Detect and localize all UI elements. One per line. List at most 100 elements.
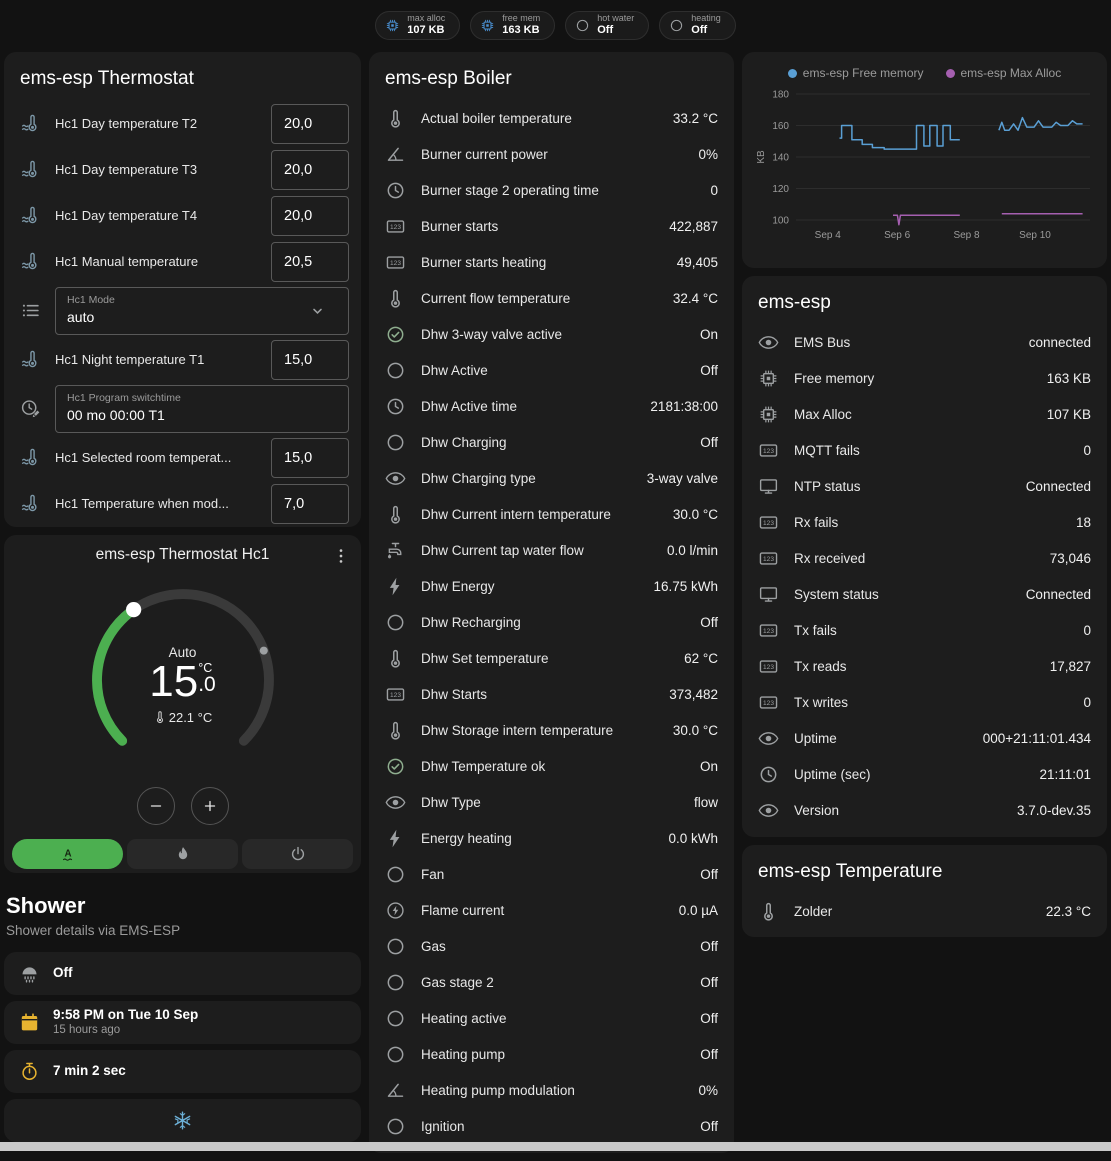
entity-row-gas-stage-2[interactable]: Gas stage 2 Off [369, 965, 734, 1001]
entity-row-dhw-charging-type[interactable]: Dhw Charging type 3-way valve [369, 461, 734, 497]
entity-row-energy-heating[interactable]: Energy heating 0.0 kWh [369, 821, 734, 857]
entity-row-dhw-charging[interactable]: Dhw Charging Off [369, 425, 734, 461]
chip-text: heating Off [691, 13, 721, 36]
entity-row-dhw-set-temperature[interactable]: Dhw Set temperature 62 °C [369, 641, 734, 677]
number-input[interactable]: 20,5 [271, 241, 349, 282]
entity-value: 0 [710, 183, 718, 199]
header-chip-hot-water[interactable]: hot water Off [565, 10, 650, 40]
number-input[interactable]: 7,0 [271, 483, 349, 524]
entity-row-gas[interactable]: Gas Off [369, 929, 734, 965]
entity-value: Off [700, 939, 718, 955]
shower-card[interactable]: 7 min 2 sec [4, 1049, 361, 1093]
entity-row-ignition[interactable]: Ignition Off [369, 1109, 734, 1145]
shower-card-secondary: 15 hours ago [53, 1024, 121, 1037]
entity-row-tx-writes[interactable]: Tx writes 0 [742, 685, 1107, 721]
entity-row-flame-current[interactable]: Flame current 0.0 µA [369, 893, 734, 929]
entity-row-actual-boiler-temperature[interactable]: Actual boiler temperature 33.2 °C [369, 101, 734, 137]
entity-row-uptime[interactable]: Uptime 000+21:11:01.434 [742, 721, 1107, 757]
entity-row-burner-current-power[interactable]: Burner current power 0% [369, 137, 734, 173]
entity-row-dhw-current-tap-water-flow[interactable]: Dhw Current tap water flow 0.0 l/min [369, 533, 734, 569]
legend-item-ems-esp-free-memory[interactable]: ems-esp Free memory [787, 66, 924, 80]
hvac-mode-power-button[interactable] [242, 838, 353, 869]
entity-value: 107 KB [1046, 407, 1091, 423]
shower-card[interactable]: 9:58 PM on Tue 10 Sep 15 hours ago [4, 1000, 361, 1044]
entity-label: Dhw Active [421, 363, 488, 379]
middle-column: ems-esp Boiler Actual boiler temperature… [369, 52, 734, 1161]
shower-card[interactable]: Off [4, 951, 361, 995]
entity-label: Fan [421, 867, 445, 883]
memory-chart-card[interactable]: ems-esp Free memory ems-esp Max Alloc 10… [742, 52, 1107, 268]
entity-row-burner-stage-2-operating-time[interactable]: Burner stage 2 operating time 0 [369, 173, 734, 209]
entity-row-current-flow-temperature[interactable]: Current flow temperature 32.4 °C [369, 281, 734, 317]
entity-row-max-alloc[interactable]: Max Alloc 107 KB [742, 397, 1107, 433]
entity-row-hc1-mode: Hc1 Mode auto [4, 285, 361, 337]
counter-icon [758, 656, 779, 677]
number-input[interactable]: 20,0 [271, 103, 349, 144]
counter-icon [758, 548, 779, 569]
entity-row-heating-pump[interactable]: Heating pump Off [369, 1037, 734, 1073]
entity-row-uptime-sec[interactable]: Uptime (sec) 21:11:01 [742, 757, 1107, 793]
chip-text: max alloc 107 KB [407, 13, 445, 36]
entity-row-free-memory[interactable]: Free memory 163 KB [742, 361, 1107, 397]
entity-row-mqtt-fails[interactable]: MQTT fails 0 [742, 433, 1107, 469]
entity-row-tx-fails[interactable]: Tx fails 0 [742, 613, 1107, 649]
entity-row-zolder[interactable]: Zolder 22.3 °C [742, 893, 1107, 929]
card-menu-button[interactable] [329, 543, 355, 569]
text-input[interactable]: Hc1 Program switchtime 00 mo 00:00 T1 [55, 384, 349, 433]
entity-row-dhw-temperature-ok[interactable]: Dhw Temperature ok On [369, 749, 734, 785]
entity-row-dhw-starts[interactable]: Dhw Starts 373,482 [369, 677, 734, 713]
number-input[interactable]: 20,0 [271, 195, 349, 236]
entity-value: 0.0 µA [678, 903, 718, 919]
entity-value: 3-way valve [646, 471, 718, 487]
horizontal-scrollbar[interactable] [0, 1142, 1111, 1151]
chip-label: hot water [597, 13, 635, 23]
clock-icon [385, 396, 406, 417]
header-chip-heating[interactable]: heating Off [659, 10, 736, 40]
entity-row-heating-pump-modulation[interactable]: Heating pump modulation 0% [369, 1073, 734, 1109]
entity-row-dhw-current-intern-temperature[interactable]: Dhw Current intern temperature 30.0 °C [369, 497, 734, 533]
entity-label: Heating active [421, 1011, 507, 1027]
entity-row-rx-received[interactable]: Rx received 73,046 [742, 541, 1107, 577]
header-chip-max-alloc[interactable]: max alloc 107 KB [375, 10, 461, 40]
entity-label: Version [794, 803, 840, 819]
number-input[interactable]: 20,0 [271, 149, 349, 190]
entity-row-dhw-active-time[interactable]: Dhw Active time 2181:38:00 [369, 389, 734, 425]
entity-row-system-status[interactable]: System status Connected [742, 577, 1107, 613]
entity-row-dhw-recharging[interactable]: Dhw Recharging Off [369, 605, 734, 641]
mode-select[interactable]: Hc1 Mode auto [55, 286, 349, 335]
entity-row-fan[interactable]: Fan Off [369, 857, 734, 893]
entity-row-dhw-storage-intern-temperature[interactable]: Dhw Storage intern temperature 30.0 °C [369, 713, 734, 749]
hvac-mode-flame-button[interactable] [127, 838, 238, 869]
entity-row-rx-fails[interactable]: Rx fails 18 [742, 505, 1107, 541]
temperature-decrease-button[interactable] [136, 786, 175, 825]
entity-value: 0 [1083, 623, 1091, 639]
entity-row-ems-bus[interactable]: EMS Bus connected [742, 325, 1107, 361]
entity-label: Tx writes [794, 695, 848, 711]
number-input[interactable]: 15,0 [271, 437, 349, 478]
entity-row-dhw-active[interactable]: Dhw Active Off [369, 353, 734, 389]
entity-row-dhw-energy[interactable]: Dhw Energy 16.75 kWh [369, 569, 734, 605]
shower-card[interactable] [4, 1098, 361, 1142]
hvac-mode-auto-button[interactable] [12, 838, 123, 869]
entity-label: NTP status [794, 479, 861, 495]
number-input[interactable]: 15,0 [271, 339, 349, 380]
entity-value: 62 °C [684, 651, 718, 667]
header-chip-free-mem[interactable]: free mem 163 KB [470, 10, 556, 40]
current-temp-marker [259, 646, 268, 655]
entity-row-burner-starts[interactable]: Burner starts 422,887 [369, 209, 734, 245]
entity-label: Hc1 Manual temperature [55, 254, 199, 270]
entity-label: Rx fails [794, 515, 839, 531]
entity-row-heating-active[interactable]: Heating active Off [369, 1001, 734, 1037]
circle-outline-icon [385, 864, 406, 885]
entity-label: Dhw Temperature ok [421, 759, 546, 775]
entity-row-version[interactable]: Version 3.7.0-dev.35 [742, 793, 1107, 829]
entity-row-dhw-3-way-valve-active[interactable]: Dhw 3-way valve active On [369, 317, 734, 353]
entity-row-tx-reads[interactable]: Tx reads 17,827 [742, 649, 1107, 685]
entity-row-dhw-type[interactable]: Dhw Type flow [369, 785, 734, 821]
entity-row-burner-starts-heating[interactable]: Burner starts heating 49,405 [369, 245, 734, 281]
legend-item-ems-esp-max-alloc[interactable]: ems-esp Max Alloc [945, 66, 1061, 80]
thermostat-dial[interactable]: Auto 15 °C .0 22.1 °C [80, 577, 286, 783]
entity-value: 0% [698, 1083, 718, 1099]
temperature-increase-button[interactable] [190, 786, 229, 825]
entity-row-ntp-status[interactable]: NTP status Connected [742, 469, 1107, 505]
